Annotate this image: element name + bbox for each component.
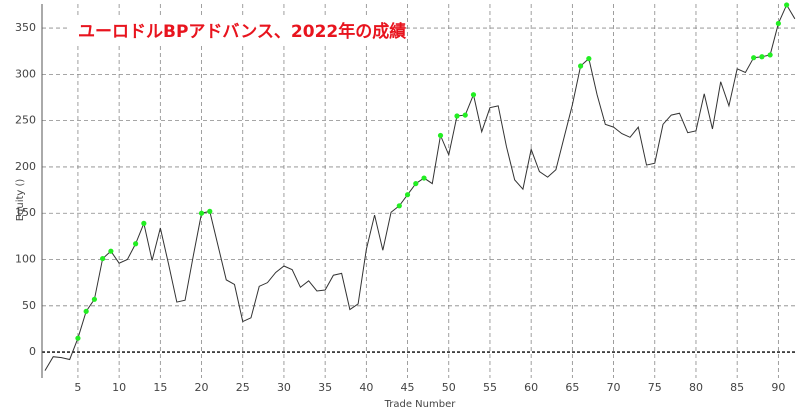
new-high-marker	[133, 241, 139, 247]
new-high-marker	[100, 255, 106, 262]
x-tick-label: 75	[648, 381, 662, 394]
y-tick-label: 50	[22, 299, 36, 312]
y-tick-label: 150	[15, 206, 36, 219]
x-tick-label: 25	[236, 381, 250, 394]
new-high-marker	[470, 92, 477, 98]
new-high-marker	[784, 2, 790, 8]
new-high-marker	[421, 175, 427, 181]
y-tick-label: 200	[15, 160, 36, 173]
new-high-marker	[198, 210, 205, 216]
new-high-marker	[462, 112, 468, 118]
new-high-marker	[404, 192, 411, 198]
x-tick-label: 40	[359, 381, 373, 394]
x-tick-label: 5	[74, 381, 81, 394]
new-high-marker	[454, 113, 460, 119]
new-high-marker	[75, 335, 81, 341]
y-tick-label: 250	[15, 114, 36, 127]
x-tick-label: 50	[442, 381, 456, 394]
new-high-marker	[751, 55, 757, 61]
new-high-marker	[207, 208, 213, 214]
x-tick-label: 15	[153, 381, 167, 394]
new-high-marker	[396, 203, 402, 209]
x-axis-label: Trade Number	[384, 399, 457, 410]
grid	[42, 4, 797, 378]
new-high-marker	[578, 63, 584, 69]
x-tick-label: 20	[195, 381, 209, 394]
new-high-marker	[775, 20, 781, 27]
x-tick-label: 55	[483, 381, 497, 394]
y-axis-label: Equity ()	[15, 179, 26, 222]
equity-line	[44, 3, 796, 371]
new-high-marker	[437, 132, 444, 139]
x-tick-label: 65	[565, 381, 579, 394]
x-tick-label: 80	[689, 381, 703, 394]
new-high-marker	[759, 54, 765, 60]
new-high-marker	[586, 56, 592, 62]
x-tick-label: 85	[730, 381, 744, 394]
new-high-marker	[413, 180, 419, 187]
x-tick-label: 45	[401, 381, 415, 394]
x-tick-label: 90	[771, 381, 785, 394]
y-tick-label: 100	[15, 253, 36, 266]
title-background	[70, 16, 400, 46]
x-tick-label: 35	[318, 381, 332, 394]
new-high-marker	[91, 296, 98, 302]
new-high-marker	[108, 248, 114, 254]
chart-title: ユーロドルBPアドバンス、2022年の成績	[78, 21, 406, 42]
y-tick-label: 300	[15, 67, 36, 80]
x-tick-label: 70	[607, 381, 621, 394]
y-tick-label: 0	[29, 345, 36, 358]
x-tick-label: 30	[277, 381, 291, 394]
x-tick-label: 10	[112, 381, 126, 394]
new-high-marker	[767, 52, 773, 58]
new-high-marker	[83, 308, 89, 314]
new-high-marker	[141, 220, 147, 227]
x-tick-label: 60	[524, 381, 538, 394]
y-tick-label: 350	[15, 21, 36, 34]
